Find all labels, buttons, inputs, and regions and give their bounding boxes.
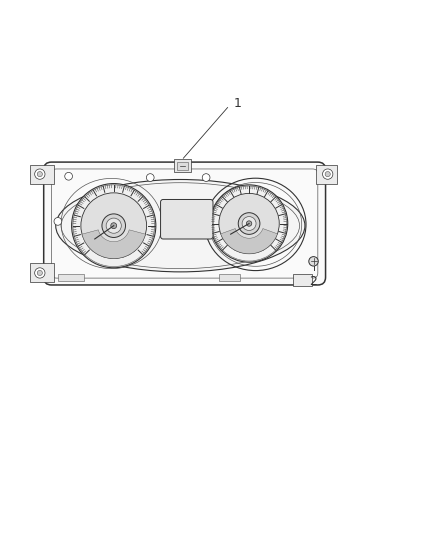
Polygon shape [221, 229, 277, 254]
Circle shape [322, 169, 333, 179]
FancyBboxPatch shape [161, 199, 213, 239]
Bar [316, 165, 337, 183]
Circle shape [72, 183, 156, 268]
Circle shape [210, 185, 288, 262]
Circle shape [219, 193, 279, 254]
Bar [58, 274, 84, 281]
Circle shape [325, 172, 330, 177]
Circle shape [35, 268, 45, 278]
Text: 2: 2 [310, 275, 318, 288]
Bar [219, 274, 240, 281]
Circle shape [73, 185, 155, 266]
Polygon shape [82, 230, 145, 259]
Circle shape [309, 256, 318, 266]
Circle shape [212, 186, 286, 261]
Circle shape [242, 216, 256, 230]
Bar [30, 165, 53, 183]
Circle shape [146, 174, 154, 181]
Circle shape [37, 172, 42, 177]
Circle shape [37, 270, 42, 276]
FancyBboxPatch shape [44, 162, 325, 285]
Circle shape [238, 213, 260, 235]
Circle shape [35, 169, 45, 179]
Circle shape [202, 174, 210, 181]
Ellipse shape [56, 180, 305, 272]
Bar [293, 274, 312, 286]
Text: 1: 1 [234, 96, 242, 110]
Bar [30, 263, 53, 282]
Bar [177, 162, 188, 170]
Circle shape [111, 223, 117, 229]
Circle shape [54, 217, 62, 225]
Circle shape [102, 214, 126, 238]
Circle shape [65, 172, 72, 180]
Circle shape [81, 193, 147, 259]
Circle shape [106, 218, 121, 233]
Circle shape [246, 221, 252, 226]
Bar [174, 159, 191, 172]
